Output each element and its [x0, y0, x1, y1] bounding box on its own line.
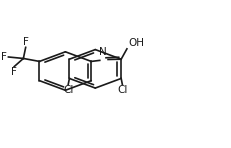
Text: Cl: Cl — [63, 85, 73, 95]
Text: N: N — [99, 47, 107, 57]
Text: OH: OH — [128, 38, 144, 48]
Text: F: F — [11, 67, 17, 77]
Text: F: F — [23, 37, 29, 47]
Text: Cl: Cl — [117, 85, 128, 95]
Text: F: F — [1, 52, 7, 62]
